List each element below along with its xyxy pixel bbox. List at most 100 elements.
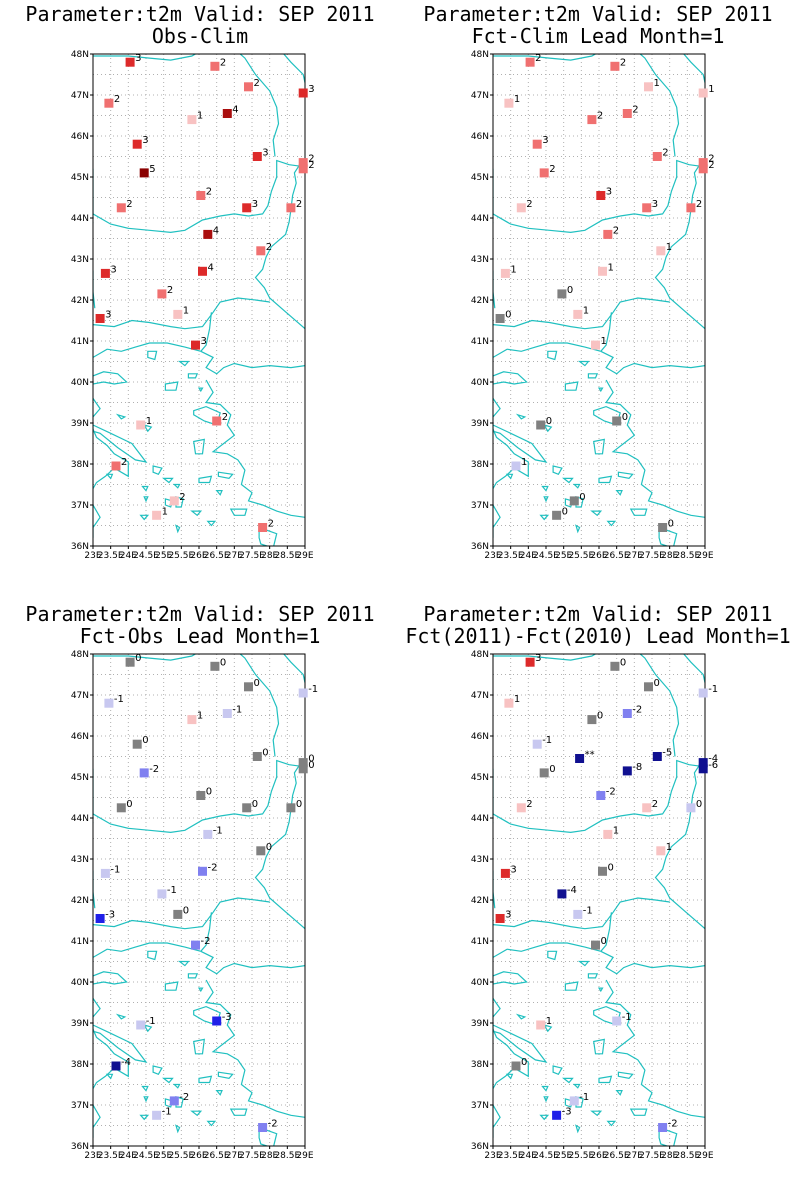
station-value-label: -2: [201, 936, 211, 947]
station-marker: [575, 754, 585, 763]
island-outline: [164, 981, 179, 991]
island-outline: [617, 471, 634, 480]
lat-tick-label: 44N: [71, 214, 89, 224]
station-marker: [658, 523, 668, 532]
lon-tick-label: 25.5E: [568, 1151, 594, 1161]
station-value-label: -1: [708, 684, 718, 695]
lat-tick-label: 48N: [471, 50, 489, 60]
lat-tick-label: 42N: [471, 296, 489, 306]
station-marker: [612, 416, 622, 426]
station-marker: [573, 309, 583, 319]
island-outline: [572, 1083, 581, 1089]
station-value-label: 2: [206, 187, 212, 198]
lat-tick-label: 48N: [71, 650, 89, 660]
station-value-label: 0: [296, 799, 302, 810]
station-value-label: -1: [213, 825, 223, 836]
station-value-label: -1: [162, 1106, 172, 1117]
station-value-label: 2: [254, 78, 260, 89]
lon-tick-label: 29E: [296, 551, 313, 561]
station-marker: [286, 203, 296, 213]
station-marker: [256, 246, 266, 256]
station-marker: [536, 420, 546, 430]
lat-tick-label: 47N: [471, 91, 489, 101]
station-value-label: 2: [526, 799, 532, 810]
station-value-label: 2: [549, 164, 555, 175]
lat-tick-label: 43N: [71, 255, 89, 265]
lat-tick-label: 43N: [71, 855, 89, 865]
station-value-label: -3: [222, 1012, 232, 1023]
station-marker: [652, 752, 662, 761]
map-gridlines: [92, 654, 306, 1146]
island-outline: [658, 526, 678, 546]
station-marker: [258, 523, 268, 532]
lon-tick-label: 29E: [696, 1151, 713, 1161]
station-value-label: 0: [620, 657, 626, 668]
station-marker: [698, 758, 708, 768]
lat-tick-label: 45N: [71, 173, 89, 183]
station-marker: [132, 139, 142, 149]
island-outline: [590, 510, 603, 517]
station-value-label: 1: [514, 94, 520, 105]
station-value-label: 1: [197, 111, 203, 122]
island-outline: [539, 514, 550, 521]
lon-tick-label: 26E: [590, 551, 607, 561]
station-value-label: 0: [567, 285, 573, 296]
island-outline: [258, 526, 278, 546]
station-marker: [539, 768, 549, 778]
station-marker: [298, 164, 308, 174]
panel-4-title-line2: Fct(2011)-Fct(2010) Lead Month=1: [405, 624, 791, 648]
station-marker: [644, 82, 653, 92]
island-outline: [217, 471, 234, 480]
coastline: [683, 654, 705, 683]
lon-tick-label: 26.5E: [204, 551, 230, 561]
station-value-label: 0: [601, 936, 607, 947]
coastline: [93, 759, 305, 834]
lon-tick-label: 28.5E: [274, 551, 300, 561]
station-value-label: 1: [521, 457, 527, 468]
island-outline: [190, 510, 203, 517]
station-value-label: 3: [308, 84, 314, 95]
station-value-label: -5: [662, 748, 672, 759]
station-marker: [603, 829, 613, 839]
island-outline: [552, 1065, 563, 1076]
station-marker: [642, 803, 652, 813]
station-value-label: 0: [142, 735, 148, 746]
lat-tick-label: 37N: [71, 1101, 89, 1111]
station-marker: [298, 764, 308, 774]
station-marker: [198, 266, 207, 276]
island-outline: [164, 381, 179, 391]
coastline: [93, 371, 128, 385]
station-marker: [212, 1016, 222, 1026]
station-marker: [256, 846, 266, 856]
coastline: [93, 159, 305, 234]
station-marker: [698, 688, 708, 698]
station-value-label: 1: [608, 262, 614, 273]
station-value-label: -2: [149, 764, 159, 775]
station-value-label: 2: [126, 199, 132, 210]
island-outline: [215, 490, 223, 496]
lon-tick-label: 26E: [190, 1151, 207, 1161]
station-marker: [612, 1016, 622, 1026]
island-outline: [172, 483, 181, 489]
coastline: [605, 379, 705, 518]
station-value-label: -2: [268, 1119, 278, 1130]
station-value-label: 2: [121, 457, 127, 468]
coastline: [493, 971, 528, 985]
station-value-label: 1: [666, 842, 672, 853]
lon-tick-label: 24.5E: [133, 551, 159, 561]
lat-tick-label: 40N: [471, 978, 489, 988]
coastline: [200, 950, 305, 975]
lon-tick-label: 28.5E: [674, 551, 700, 561]
island-outline: [617, 1071, 634, 1080]
coastline: [600, 350, 705, 375]
station-marker: [104, 98, 114, 108]
station-value-label: 4: [208, 262, 214, 273]
coastline: [93, 54, 197, 61]
lat-tick-label: 40N: [71, 378, 89, 388]
coastline: [493, 897, 670, 930]
station-marker: [157, 889, 167, 899]
station-value-label: 0: [546, 416, 552, 427]
lon-tick-label: 28.5E: [274, 1151, 300, 1161]
station-marker: [622, 109, 632, 118]
